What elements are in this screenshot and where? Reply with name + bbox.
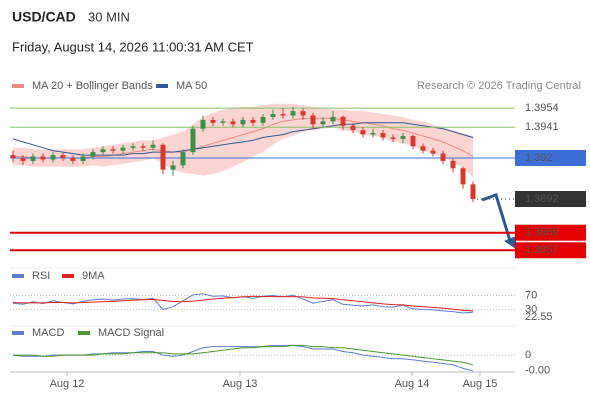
legend-label: MA 50 xyxy=(176,80,207,92)
candle-body xyxy=(360,130,366,135)
last-value-label: -0.00 xyxy=(525,365,550,377)
level-box xyxy=(515,149,586,166)
candle-body xyxy=(310,115,316,125)
candle-body xyxy=(270,114,276,117)
forecast-arrowhead xyxy=(504,236,516,249)
chart-title: USD/CAD xyxy=(12,9,76,25)
candle-body xyxy=(80,156,86,161)
candle-body xyxy=(180,152,186,166)
y-tick-label: 70 xyxy=(525,289,537,301)
x-tick-label: Aug 14 xyxy=(395,378,430,390)
candle-body xyxy=(420,146,426,151)
moving-average xyxy=(12,122,474,156)
legend-swatch xyxy=(156,84,168,88)
level-label: 1.3941 xyxy=(525,121,559,133)
candle-body xyxy=(140,146,146,148)
level-label: 1.3892 xyxy=(525,193,559,205)
last-value-label: 22.55 xyxy=(525,311,553,323)
y-tick-label: 30 xyxy=(525,303,537,315)
candle-body xyxy=(90,152,96,157)
candle-body xyxy=(430,150,436,154)
level-box xyxy=(515,224,586,241)
candle-body xyxy=(130,146,136,148)
legend-swatch xyxy=(78,331,90,335)
candle-body xyxy=(50,155,56,160)
indicator-line xyxy=(12,344,474,372)
candle-body xyxy=(190,128,196,153)
indicator-line xyxy=(13,344,474,366)
legend-swatch xyxy=(62,274,74,278)
candle-body xyxy=(470,184,476,200)
candle-body xyxy=(100,149,106,153)
level-label: 1.3857 xyxy=(525,244,559,256)
candle-body xyxy=(160,144,166,170)
candle-body xyxy=(400,136,406,139)
x-tick-label: Aug 13 xyxy=(223,378,258,390)
candle-body xyxy=(230,121,236,125)
legend-label: RSI xyxy=(32,270,50,282)
candle-body xyxy=(150,144,156,148)
level-box xyxy=(515,242,586,259)
x-tick-label: Aug 15 xyxy=(463,378,498,390)
timestamp: Friday, August 14, 2026 11:00:31 AM CET xyxy=(12,39,254,54)
legend-swatch xyxy=(12,331,24,335)
level-box xyxy=(515,191,586,208)
candle-body xyxy=(440,153,446,161)
candle-body xyxy=(320,121,326,125)
candle-body xyxy=(450,160,456,169)
timeframe: 30 MIN xyxy=(88,9,130,24)
candle-body xyxy=(70,157,76,161)
candle-body xyxy=(220,121,226,123)
candle-body xyxy=(280,114,286,116)
candle-body xyxy=(340,116,346,126)
candle-body xyxy=(390,137,396,139)
x-tick-label: Aug 12 xyxy=(50,378,85,390)
candle-body xyxy=(10,155,16,158)
candle-body xyxy=(410,136,416,147)
candle-body xyxy=(330,116,336,122)
candle-body xyxy=(240,119,246,125)
candle-body xyxy=(200,119,206,129)
candle-body xyxy=(60,155,66,158)
candle-body xyxy=(460,168,466,185)
candle-body xyxy=(210,119,216,123)
legend-label: MACD xyxy=(32,327,64,339)
source: Research © 2026 Trading Central xyxy=(417,80,581,92)
candle-body xyxy=(110,149,116,151)
candle-body xyxy=(30,156,36,161)
level-label: 1.392 xyxy=(525,152,553,164)
y-tick-label: 0 xyxy=(525,349,531,361)
candle-body xyxy=(250,119,256,123)
candle-body xyxy=(290,111,296,116)
legend-label: MA 20 + Bollinger Bands xyxy=(32,80,153,92)
level-label: 1.3954 xyxy=(525,102,559,114)
candle-body xyxy=(170,165,176,170)
legend-label: 9MA xyxy=(82,270,105,282)
candle-body xyxy=(40,156,46,160)
candle-body xyxy=(300,111,306,116)
indicator-line xyxy=(12,295,474,312)
candle-body xyxy=(20,157,26,161)
level-label: 1.3869 xyxy=(525,227,559,239)
legend-label: MACD Signal xyxy=(98,327,164,339)
legend-swatch xyxy=(12,84,24,88)
legend-swatch xyxy=(12,274,24,278)
moving-average xyxy=(13,117,474,159)
candle-body xyxy=(380,133,386,138)
candle-body xyxy=(260,116,266,123)
candle-body xyxy=(370,133,376,135)
candle-body xyxy=(350,125,356,131)
candle-body xyxy=(120,147,126,151)
forecast-arrow xyxy=(481,193,513,245)
